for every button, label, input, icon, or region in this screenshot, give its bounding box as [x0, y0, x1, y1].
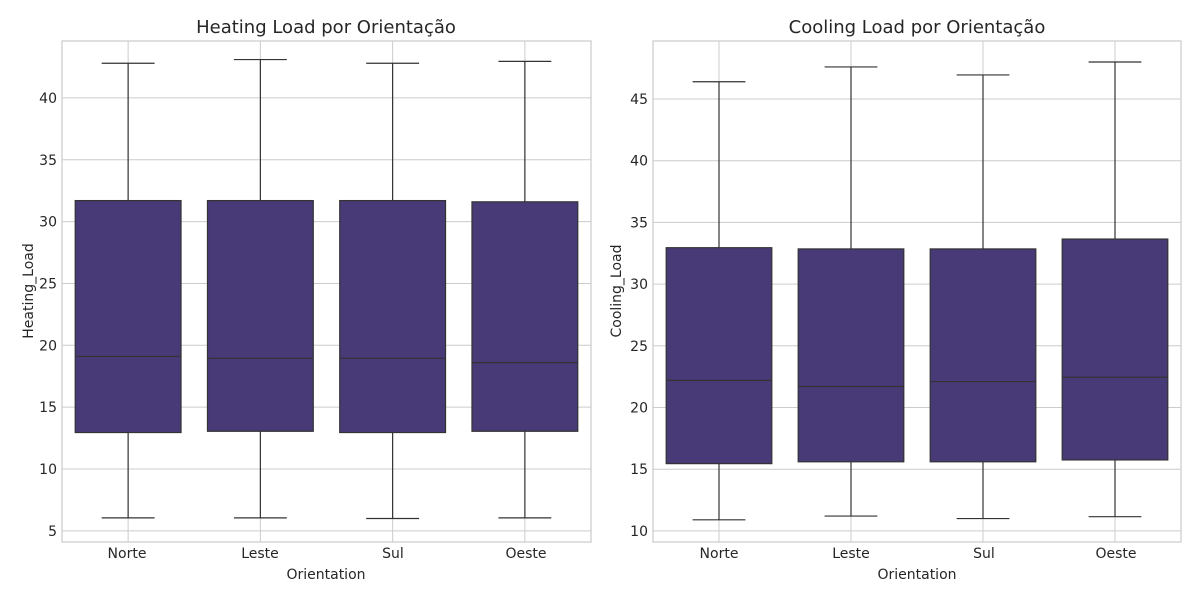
y-axis-label: Heating_Load	[21, 243, 37, 338]
x-tick-label-norte: Norte	[700, 546, 739, 562]
plot-area: 10 15 20 25 30 35 40 45	[630, 40, 1182, 543]
y-tick-label: 20	[630, 400, 648, 416]
y-tick-label: 45	[630, 92, 648, 108]
y-tick-label: 30	[39, 215, 57, 231]
x-tick-label-leste: Leste	[241, 546, 279, 562]
heating-load-panel: 5 10 15 20 25 30 35 40 Heating Load por Orientaç…	[21, 17, 592, 583]
axes-frame	[61, 40, 592, 543]
y-tick-label: 15	[39, 400, 57, 416]
y-tick-label: 35	[630, 215, 648, 231]
y-tick-label: 25	[39, 276, 57, 292]
chart-title: Heating Load por Orientação	[196, 17, 456, 38]
x-tick-label-oeste: Oeste	[505, 546, 546, 562]
y-tick-label: 40	[39, 91, 57, 107]
y-tick-label: 35	[39, 153, 57, 169]
x-tick-label-oeste: Oeste	[1095, 546, 1136, 562]
y-tick-label: 40	[630, 154, 648, 170]
axes-frame	[652, 40, 1182, 543]
y-axis-label: Cooling_Load	[609, 244, 625, 337]
x-tick-label-norte: Norte	[108, 546, 147, 562]
x-axis-label: Orientation	[286, 567, 365, 583]
y-tick-label: 5	[48, 524, 57, 540]
x-tick-label-sul: Sul	[973, 546, 995, 562]
x-tick-label-sul: Sul	[382, 546, 404, 562]
cooling-load-panel: 10 15 20 25 30 35 40 45 Cooling Load por Orienta…	[609, 17, 1182, 583]
box-oeste	[1061, 238, 1169, 461]
box-sul	[929, 248, 1037, 463]
chart-title: Cooling Load por Orientação	[789, 17, 1046, 38]
y-tick-label: 25	[630, 339, 648, 355]
y-tick-label: 20	[39, 338, 57, 354]
x-tick-label-leste: Leste	[832, 546, 870, 562]
y-tick-label: 10	[630, 524, 648, 540]
box-norte	[665, 247, 773, 465]
box-leste	[797, 248, 905, 463]
x-axis-label: Orientation	[877, 567, 956, 583]
box-oeste	[471, 201, 579, 432]
y-tick-label: 10	[39, 462, 57, 478]
box-norte	[74, 199, 182, 434]
y-tick-label: 30	[630, 277, 648, 293]
y-tick-label: 15	[630, 462, 648, 478]
plot-area: 5 10 15 20 25 30 35 40	[39, 40, 592, 543]
box-leste	[206, 199, 314, 432]
box-sul	[339, 199, 447, 434]
